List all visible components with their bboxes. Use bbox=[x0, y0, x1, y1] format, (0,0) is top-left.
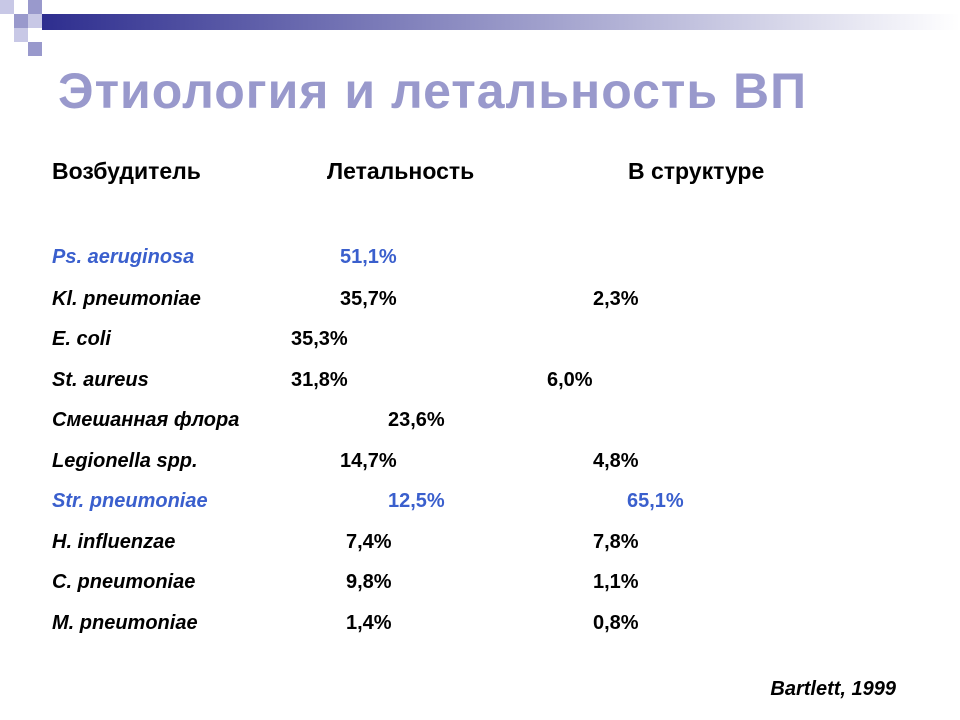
pathogen: Str. pneumoniae bbox=[52, 490, 208, 512]
mortality: 35,3% bbox=[291, 328, 348, 350]
pathogen: E. coli bbox=[52, 328, 111, 350]
mortality: 31,8% bbox=[291, 369, 348, 391]
mortality: 35,7% bbox=[340, 288, 397, 310]
pathogen: St. aureus bbox=[52, 369, 149, 391]
share: 6,0% bbox=[547, 369, 593, 391]
mortality: 1,4% bbox=[346, 612, 392, 634]
title: Этиология и летальность ВП bbox=[58, 63, 808, 119]
source: Bartlett, 1999 bbox=[770, 678, 896, 700]
pathogen: Смешанная флора bbox=[52, 409, 240, 431]
pathogen: Ps. aeruginosa bbox=[52, 246, 195, 268]
column-header: В структуре bbox=[628, 158, 765, 184]
pathogen: M. pneumoniae bbox=[52, 612, 198, 634]
mortality: 14,7% bbox=[340, 450, 397, 472]
share: 65,1% bbox=[627, 490, 684, 512]
share: 4,8% bbox=[593, 450, 639, 472]
column-header: Летальность bbox=[327, 158, 475, 184]
column-header: Возбудитель bbox=[52, 158, 201, 184]
share: 0,8% bbox=[593, 612, 639, 634]
pathogen: Kl. pneumoniae bbox=[52, 288, 201, 310]
decoration bbox=[0, 0, 960, 56]
mortality: 51,1% bbox=[340, 246, 397, 268]
pathogen: C. pneumoniae bbox=[52, 571, 196, 593]
pathogen: H. influenzae bbox=[52, 531, 176, 553]
mortality: 23,6% bbox=[388, 409, 445, 431]
pathogen: Legionella spp. bbox=[52, 450, 198, 472]
mortality: 9,8% bbox=[346, 571, 392, 593]
mortality: 12,5% bbox=[388, 490, 445, 512]
share: 1,1% bbox=[593, 571, 639, 593]
mortality: 7,4% bbox=[346, 531, 392, 553]
share: 2,3% bbox=[593, 288, 639, 310]
share: 7,8% bbox=[593, 531, 639, 553]
